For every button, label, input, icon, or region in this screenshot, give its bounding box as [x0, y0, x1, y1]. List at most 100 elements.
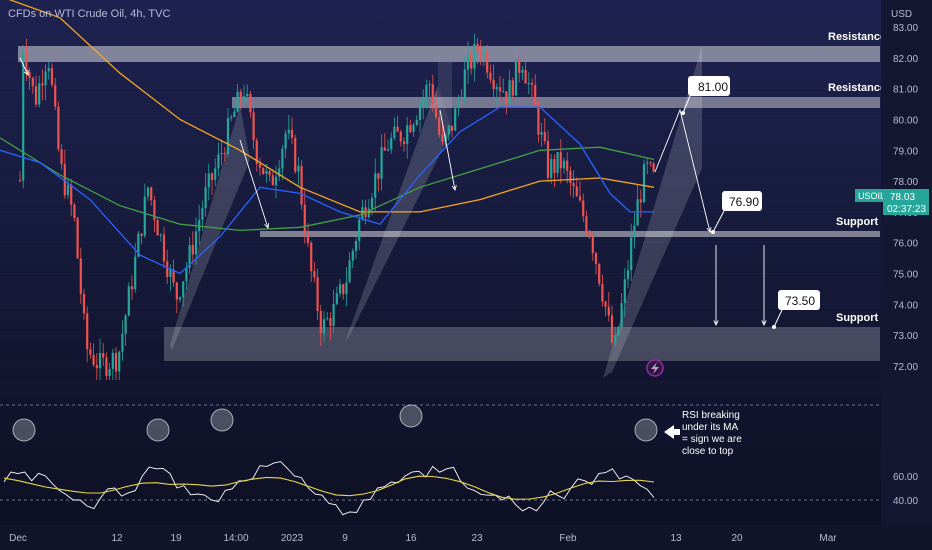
candle: [265, 171, 268, 174]
candle: [262, 167, 265, 174]
svg-text:USOIL: USOIL: [858, 191, 885, 201]
candle: [639, 199, 642, 203]
candle: [153, 200, 156, 221]
candle: [134, 256, 137, 290]
candle: [498, 86, 502, 92]
candle: [44, 71, 47, 86]
candle: [476, 44, 479, 53]
time-axis-ticks: Dec 12 19 14:00 2023 9 16 23 Feb 13 20 Mar: [9, 533, 837, 544]
price-tag: USOIL 78.03 02:37:23: [855, 189, 929, 215]
candle: [178, 297, 182, 300]
candle: [185, 267, 188, 282]
arrow-head: [23, 69, 29, 76]
candle: [505, 91, 508, 103]
time-axis[interactable]: [0, 525, 932, 550]
candle: [582, 200, 585, 217]
candle: [342, 284, 345, 295]
candle: [124, 315, 127, 334]
candle: [54, 84, 57, 107]
candle: [214, 168, 217, 181]
callout-81: 81.00: [688, 76, 730, 96]
candle: [18, 180, 22, 182]
ma-blue-line: [0, 106, 654, 275]
lightning-icon[interactable]: [646, 359, 664, 377]
candle: [127, 286, 130, 316]
candle: [329, 317, 332, 327]
pane-separator[interactable]: [0, 380, 932, 394]
candle: [604, 301, 607, 307]
candle: [150, 187, 153, 201]
candle: [470, 53, 473, 69]
candle: [223, 153, 226, 155]
candle: [98, 353, 102, 369]
support-a-label: Support A: [836, 216, 889, 228]
candle: [313, 271, 316, 278]
candle: [415, 119, 418, 125]
arrow-line: [439, 109, 456, 191]
candle: [31, 77, 34, 87]
candle: [649, 162, 652, 164]
candle: [300, 165, 303, 205]
candle: [550, 159, 553, 178]
candle: [441, 134, 444, 142]
svg-text:RSI breaking: RSI breaking: [682, 410, 740, 421]
candle: [172, 269, 175, 283]
candle: [614, 334, 617, 343]
arrow-head: [761, 320, 767, 327]
candle: [249, 93, 252, 113]
candle: [575, 186, 578, 197]
rsi-top-marker: [634, 418, 658, 442]
candle: [652, 163, 655, 172]
candle: [239, 91, 242, 100]
price-tick-label: 72.00: [893, 362, 918, 373]
candle: [281, 148, 284, 169]
candle: [390, 138, 393, 150]
price-axis[interactable]: [881, 0, 932, 525]
candle: [284, 133, 287, 149]
rsi-top-marker: [210, 408, 234, 432]
candle: [169, 269, 172, 277]
candle: [111, 352, 114, 369]
arrow-line: [19, 57, 29, 76]
candle: [95, 364, 98, 369]
candle: [252, 112, 255, 141]
price-tick-label: 73.00: [893, 331, 918, 342]
candle: [354, 240, 358, 251]
candle: [175, 282, 178, 300]
currency-label: USD: [891, 9, 912, 20]
candle: [47, 67, 50, 72]
candle: [486, 51, 489, 73]
candle: [66, 184, 70, 196]
candle: [86, 313, 89, 350]
candle: [482, 51, 486, 57]
candle: [41, 83, 44, 86]
candle: [143, 196, 146, 236]
price-tick-label: 78.00: [893, 177, 918, 188]
channel-band: [438, 62, 452, 130]
support-a-zone: [260, 231, 880, 237]
candle: [287, 129, 290, 134]
candle: [63, 164, 66, 196]
candle: [294, 137, 297, 172]
price-tick-label: 82.00: [893, 54, 918, 65]
candle: [319, 310, 322, 334]
callout-leader: [773, 309, 783, 328]
rsi-note-arrow-icon: [664, 425, 680, 439]
candle: [594, 253, 598, 264]
time-tick-label: 14:00: [223, 533, 248, 544]
candle: [646, 162, 649, 164]
candle: [479, 52, 482, 57]
candle: [492, 79, 495, 90]
time-tick-label: 2023: [281, 533, 304, 544]
time-tick-label: 12: [111, 533, 123, 544]
candle: [316, 277, 319, 311]
candle: [207, 173, 210, 188]
candle: [399, 131, 402, 142]
candle: [60, 149, 63, 165]
candle: [194, 231, 198, 255]
callout-leader: [712, 210, 725, 233]
candle: [25, 52, 28, 72]
resistance-b-zone: [18, 46, 880, 62]
candle: [380, 147, 383, 179]
